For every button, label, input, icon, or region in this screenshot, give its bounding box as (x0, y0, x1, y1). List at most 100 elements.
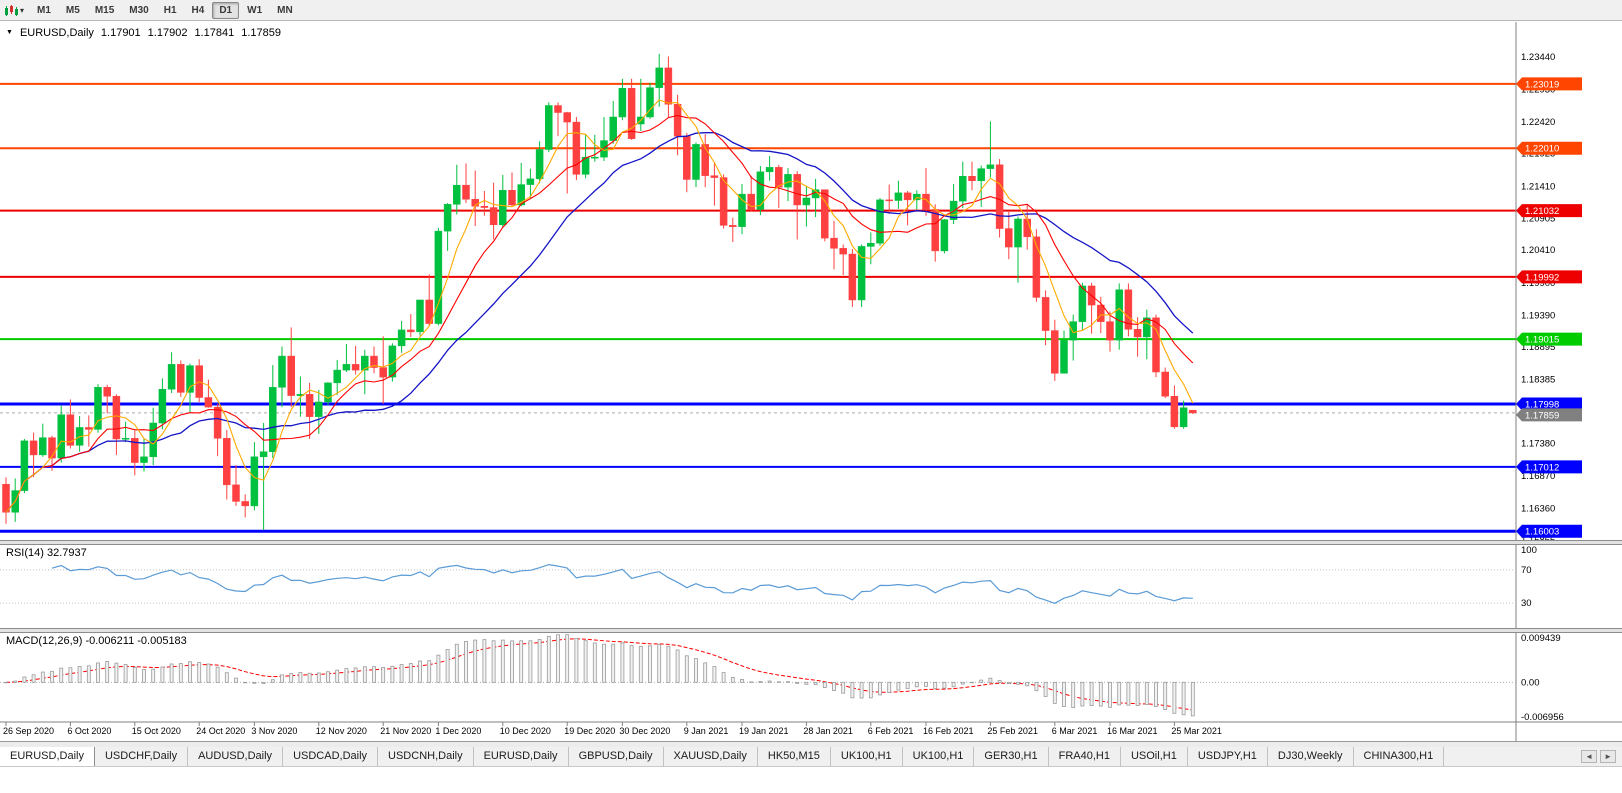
svg-text:30 Dec 2020: 30 Dec 2020 (619, 726, 670, 736)
svg-text:10 Dec 2020: 10 Dec 2020 (500, 726, 551, 736)
ma-mid-line (5, 114, 1194, 513)
svg-text:1.17012: 1.17012 (1525, 462, 1559, 473)
chart-tab-gbpusd-daily[interactable]: GBPUSD,Daily (569, 747, 664, 766)
svg-text:25 Mar 2021: 25 Mar 2021 (1171, 726, 1222, 736)
bar-chart-icon (5, 4, 18, 16)
tab-scroll-controls: ◄ ► (1575, 747, 1622, 766)
svg-text:6 Mar 2021: 6 Mar 2021 (1052, 726, 1098, 736)
timeframe-button-h1[interactable]: H1 (163, 4, 177, 16)
svg-text:-0.006956: -0.006956 (1521, 712, 1564, 723)
timeframe-toolbar: ▾ M1 M5 M15 M30 H1 H4 D1 W1 MN (0, 0, 1622, 21)
svg-text:25 Feb 2021: 25 Feb 2021 (987, 726, 1038, 736)
svg-text:1.19992: 1.19992 (1525, 272, 1559, 283)
chart-tab-ger30-h1[interactable]: GER30,H1 (974, 747, 1049, 766)
svg-text:28 Jan 2021: 28 Jan 2021 (803, 726, 853, 736)
svg-text:6 Feb 2021: 6 Feb 2021 (868, 726, 914, 736)
price-tag-1.19015[interactable]: 1.19015 (1516, 332, 1582, 346)
chart-tab-china300-h1[interactable]: CHINA300,H1 (1354, 747, 1445, 766)
candles (2, 53, 1197, 531)
svg-text:1.20410: 1.20410 (1521, 245, 1555, 256)
timeframe-button-h4[interactable]: H4 (191, 4, 205, 16)
bottom-tabbar: EURUSD,Daily USDCHF,Daily AUDUSD,Daily USDC… (0, 747, 1622, 767)
timeframe-button-m30[interactable]: M30 (129, 4, 149, 16)
chart-tab-usdjpy-h1[interactable]: USDJPY,H1 (1188, 747, 1268, 766)
date-axis[interactable]: 26 Sep 2020 6 Oct 2020 15 Oct 2020 24 Oct 2… (0, 721, 1622, 747)
chevron-down-icon: ▾ (20, 5, 25, 15)
chart-tab-audusd-daily[interactable]: AUDUSD,Daily (188, 747, 284, 766)
price-tag-1.17998[interactable]: 1.17998 (1516, 397, 1582, 411)
svg-text:1.22420: 1.22420 (1521, 117, 1555, 128)
tab-scroll-right-icon[interactable]: ► (1600, 750, 1616, 763)
svg-text:1.16870: 1.16870 (1521, 471, 1555, 482)
chart-tab-eurusd-daily[interactable]: EURUSD,Daily (474, 747, 569, 766)
svg-text:30: 30 (1521, 598, 1532, 609)
svg-text:1.18895: 1.18895 (1521, 342, 1555, 353)
macd-signal-line (5, 638, 1193, 711)
price-tag-1.17012[interactable]: 1.17012 (1516, 460, 1582, 474)
chart-tab-eurusd-daily[interactable]: EURUSD,Daily (0, 747, 95, 766)
svg-text:12 Nov 2020: 12 Nov 2020 (316, 726, 367, 736)
svg-text:1.17998: 1.17998 (1525, 400, 1559, 411)
svg-text:1.21410: 1.21410 (1521, 181, 1555, 192)
price-tag-current-price[interactable]: 1.17859 (1516, 408, 1582, 422)
price-tag-1.19992[interactable]: 1.19992 (1516, 270, 1582, 284)
timeframe-button-d1[interactable]: D1 (212, 1, 240, 19)
svg-text:26 Sep 2020: 26 Sep 2020 (3, 726, 54, 736)
chart-tab-fra40-h1[interactable]: FRA40,H1 (1049, 747, 1121, 766)
chart-tab-uk100-h1[interactable]: UK100,H1 (831, 747, 903, 766)
svg-text:1.17380: 1.17380 (1521, 438, 1555, 449)
rsi-line (51, 563, 1193, 604)
svg-text:0.009439: 0.009439 (1521, 633, 1561, 644)
timeframe-button-m15[interactable]: M15 (94, 4, 115, 16)
chart-tabs: EURUSD,Daily USDCHF,Daily AUDUSD,Daily USDC… (0, 747, 1445, 766)
svg-text:1.22010: 1.22010 (1525, 144, 1559, 155)
price-tag-1.22010[interactable]: 1.22010 (1516, 141, 1582, 155)
chart-tab-usoil-h1[interactable]: USOil,H1 (1121, 747, 1188, 766)
chart-tab-usdcad-daily[interactable]: USDCAD,Daily (283, 747, 379, 766)
svg-text:0.00: 0.00 (1521, 677, 1540, 688)
symbol-dropdown-icon[interactable]: ▼ (6, 28, 13, 36)
svg-text:24 Oct 2020: 24 Oct 2020 (196, 726, 245, 736)
charts-menu-button[interactable]: ▾ (0, 0, 30, 20)
chart-tab-dj30-weekly[interactable]: DJ30,Weekly (1268, 747, 1354, 766)
svg-text:1 Dec 2020: 1 Dec 2020 (435, 726, 481, 736)
svg-text:9 Jan 2021: 9 Jan 2021 (684, 726, 729, 736)
macd-histogram (4, 634, 1195, 717)
svg-text:70: 70 (1521, 565, 1532, 576)
svg-text:1.20905: 1.20905 (1521, 214, 1555, 225)
timeframe-button-w1[interactable]: W1 (247, 4, 263, 16)
price-tag-1.23019[interactable]: 1.23019 (1516, 77, 1582, 91)
chart-tab-usdchf-daily[interactable]: USDCHF,Daily (95, 747, 189, 766)
tab-scroll-left-icon[interactable]: ◄ (1581, 750, 1598, 763)
panel-divider[interactable] (0, 628, 1622, 633)
timeframe-buttons: M1 M5 M15 M30 H1 H4 D1 W1 MN (30, 1, 300, 19)
chart-tab-hk50-m15[interactable]: HK50,M15 (758, 747, 831, 766)
svg-text:1.23019: 1.23019 (1525, 79, 1559, 90)
svg-text:1.23440: 1.23440 (1521, 52, 1555, 63)
svg-text:16 Feb 2021: 16 Feb 2021 (923, 726, 974, 736)
svg-text:1.18385: 1.18385 (1521, 374, 1555, 385)
timeframe-button-m1[interactable]: M1 (37, 4, 51, 16)
timeframe-button-m5[interactable]: M5 (65, 4, 80, 16)
svg-text:3 Nov 2020: 3 Nov 2020 (251, 726, 297, 736)
ma-slow-line (5, 131, 1194, 513)
price-tag-1.21032[interactable]: 1.21032 (1516, 204, 1582, 218)
svg-text:19 Dec 2020: 19 Dec 2020 (564, 726, 615, 736)
svg-text:1.16003: 1.16003 (1525, 527, 1559, 538)
chart-tab-uk100-h1[interactable]: UK100,H1 (903, 747, 975, 766)
svg-text:21 Nov 2020: 21 Nov 2020 (380, 726, 431, 736)
svg-text:1.19015: 1.19015 (1525, 335, 1559, 346)
svg-text:1.16360: 1.16360 (1521, 503, 1555, 514)
timeframe-button-mn[interactable]: MN (277, 4, 293, 16)
svg-text:1.21032: 1.21032 (1525, 206, 1559, 217)
price-tag-1.16003[interactable]: 1.16003 (1516, 524, 1582, 538)
svg-text:16 Mar 2021: 16 Mar 2021 (1107, 726, 1158, 736)
svg-text:100: 100 (1521, 545, 1537, 556)
chart-tab-xauusd-daily[interactable]: XAUUSD,Daily (664, 747, 758, 766)
rsi-panel: 100 70 30 (0, 545, 1537, 609)
chart-tab-usdcnh-daily[interactable]: USDCNH,Daily (378, 747, 474, 766)
svg-text:19 Jan 2021: 19 Jan 2021 (739, 726, 789, 736)
panel-divider[interactable] (0, 540, 1622, 545)
svg-text:6 Oct 2020: 6 Oct 2020 (67, 726, 111, 736)
